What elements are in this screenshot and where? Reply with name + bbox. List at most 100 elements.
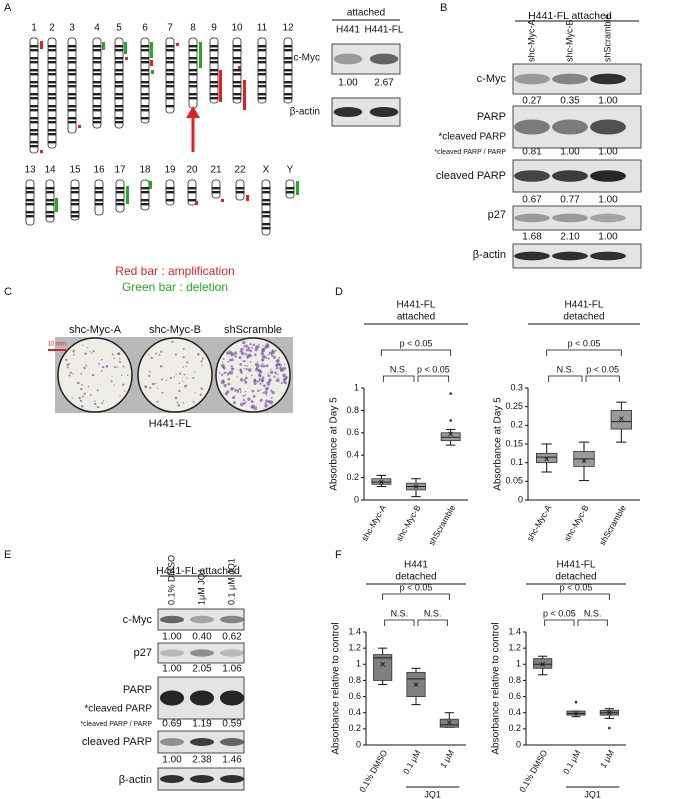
colony xyxy=(79,399,83,403)
cnv-bar xyxy=(124,42,127,54)
cnv-bar xyxy=(246,195,249,201)
chromosome-band xyxy=(188,191,196,194)
chromosome-band xyxy=(236,187,244,190)
colony xyxy=(222,361,224,363)
chromosome-band xyxy=(262,203,270,206)
colony xyxy=(174,396,178,400)
blot-title: H441-FL attached xyxy=(528,10,612,22)
chromosome-band xyxy=(26,187,34,190)
quant-value: 1.00 xyxy=(162,632,182,643)
colony xyxy=(250,405,255,409)
chromosome-band xyxy=(166,69,174,72)
chromosome-band xyxy=(46,199,54,202)
colony xyxy=(175,373,177,376)
colony xyxy=(230,387,234,391)
colony xyxy=(260,379,264,382)
chromosome-band xyxy=(141,203,149,206)
quant-value: 2.38 xyxy=(192,755,212,766)
chromosome-band xyxy=(258,49,266,52)
chromosome-band xyxy=(115,93,123,96)
colony xyxy=(65,358,68,362)
row-sublabel: *cleaved PARP xyxy=(438,132,506,143)
cnv-bar xyxy=(176,43,179,46)
quant-value: 0.69 xyxy=(162,719,182,730)
colony xyxy=(262,391,265,394)
chromosome-band xyxy=(48,93,56,96)
colony xyxy=(183,373,186,376)
blot-band xyxy=(552,213,588,223)
chromosome-band xyxy=(68,81,76,84)
chromosome-band xyxy=(93,69,101,72)
mean-marker xyxy=(413,682,419,687)
chromosome-band xyxy=(30,121,38,124)
outlier xyxy=(574,700,578,704)
chromosome-band xyxy=(258,93,266,96)
chromosome-label: 3 xyxy=(69,23,75,34)
blot-band xyxy=(590,213,626,223)
chromosome-band xyxy=(68,85,76,88)
colony xyxy=(85,364,88,367)
colony xyxy=(82,344,84,346)
significance-label: p < 0.05 xyxy=(543,608,576,618)
colony xyxy=(264,403,268,408)
blot-band xyxy=(333,106,363,118)
colony xyxy=(72,373,74,375)
row-label: c-Myc xyxy=(293,53,320,64)
chromosome-band xyxy=(233,45,241,48)
chromosome-band xyxy=(116,203,124,206)
y-tick-label: 0.1 xyxy=(510,457,523,467)
chromosome-band xyxy=(258,81,266,84)
chromosome-band xyxy=(115,61,123,64)
box xyxy=(533,658,553,669)
colony xyxy=(178,382,181,385)
colony xyxy=(238,387,242,391)
chromosome-band xyxy=(189,81,197,84)
significance-bracket xyxy=(546,349,622,356)
mean-marker xyxy=(540,662,545,667)
chromosome-band xyxy=(115,97,123,100)
colony xyxy=(239,363,243,366)
chromosome-band xyxy=(210,61,218,64)
colony xyxy=(251,374,253,377)
colony xyxy=(261,354,266,359)
colony xyxy=(101,402,104,405)
colony xyxy=(117,352,120,356)
y-tick-label: 0.2 xyxy=(510,420,523,430)
colony xyxy=(252,394,256,398)
colony xyxy=(271,354,274,357)
lane-label: shc-Myc-B xyxy=(564,20,574,63)
colony xyxy=(220,380,225,385)
outlier xyxy=(449,392,452,395)
chromosome-band xyxy=(233,81,241,84)
chromosome-band xyxy=(116,187,124,190)
blot xyxy=(157,608,245,631)
colony xyxy=(227,377,231,381)
chromosome-band xyxy=(141,117,149,120)
chromosome-band xyxy=(30,61,38,64)
colony xyxy=(194,392,196,394)
chromosome-band xyxy=(189,61,197,64)
chromosome-band xyxy=(68,121,76,124)
chromosome-band xyxy=(71,191,79,194)
colony xyxy=(243,379,246,382)
chromosome-label: 18 xyxy=(139,165,151,176)
colony xyxy=(194,371,196,373)
significance-bracket xyxy=(542,593,610,600)
legend-deletion: Green bar : deletion xyxy=(122,280,228,294)
mean-marker xyxy=(448,431,453,437)
chromosome-band xyxy=(115,105,123,108)
chromosome-band xyxy=(26,211,34,214)
chromosome-band xyxy=(258,73,266,76)
colony xyxy=(268,351,272,355)
colony xyxy=(229,370,234,375)
colony xyxy=(239,391,242,394)
colony xyxy=(246,356,249,359)
chromosome-band xyxy=(115,49,123,52)
chromosome-band xyxy=(93,61,101,64)
colony xyxy=(149,386,152,390)
colony xyxy=(260,364,263,368)
significance-label: p < 0.05 xyxy=(568,338,601,348)
colony xyxy=(249,349,253,353)
chromosome-band xyxy=(166,187,174,190)
colony xyxy=(66,366,69,369)
